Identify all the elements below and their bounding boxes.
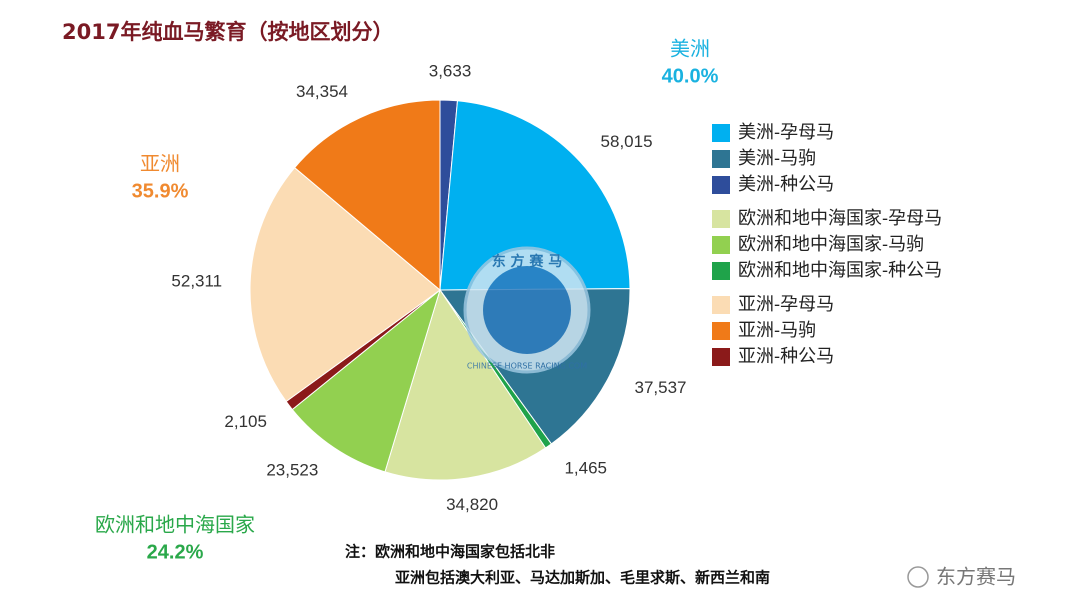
legend-swatch <box>712 176 730 194</box>
legend-label: 欧洲和地中海国家-种公马 <box>738 260 942 281</box>
note: 注：欧洲和地中海国家包括北非 <box>345 543 555 561</box>
note: 亚洲包括澳大利亚、马达加斯加、毛里求斯、新西兰和南 <box>395 569 770 587</box>
region-percent: 35.9% <box>132 180 189 202</box>
legend-label: 亚洲-种公马 <box>738 346 834 367</box>
data-label: 52,311 <box>171 272 222 291</box>
data-label: 2,105 <box>224 412 267 431</box>
data-label: 34,354 <box>296 82 348 101</box>
chart-title: 2017年纯血马繁育（按地区划分） <box>62 20 393 44</box>
pie: 3,633 58,015 37,537 1,465 34,820 23,523 2,105 5… <box>171 62 686 514</box>
legend-label: 美洲-马驹 <box>738 148 816 169</box>
watermark: 东方赛马 <box>907 565 1016 589</box>
logo-top: 东 方 赛 马 <box>492 253 563 270</box>
data-label: 23,523 <box>266 460 318 479</box>
legend-swatch <box>712 210 730 228</box>
pie-slice <box>439 100 631 291</box>
legend-swatch <box>712 124 730 142</box>
legend-swatch <box>712 296 730 314</box>
region-name: 欧洲和地中海国家 <box>95 513 255 537</box>
legend-label: 美洲-种公马 <box>738 174 834 195</box>
data-label: 37,537 <box>635 378 687 397</box>
legend-swatch <box>712 322 730 340</box>
region-percent: 24.2% <box>147 541 204 563</box>
legend-label: 亚洲-孕母马 <box>738 294 834 315</box>
region-name: 美洲 <box>670 37 710 61</box>
logo-bottom: CHINESE HORSE RACING.COM <box>467 362 587 371</box>
data-label: 3,633 <box>429 62 472 81</box>
legend-label: 美洲-孕母马 <box>738 122 834 143</box>
data-label: 1,465 <box>564 458 607 477</box>
pie-slice <box>293 99 441 292</box>
data-label: 34,820 <box>446 495 498 514</box>
legend-swatch <box>712 348 730 366</box>
legend: 美洲-孕母马美洲-马驹美洲-种公马欧洲和地中海国家-孕母马欧洲和地中海国家-马驹… <box>712 122 942 367</box>
legend-label: 欧洲和地中海国家-马驹 <box>738 234 924 255</box>
legend-swatch <box>712 236 730 254</box>
data-label: 58,015 <box>601 132 653 151</box>
watermark-icon <box>907 566 929 588</box>
watermark-text: 东方赛马 <box>936 565 1016 589</box>
legend-swatch <box>712 262 730 280</box>
region-name: 亚洲 <box>140 152 180 176</box>
pie-slice <box>384 288 547 481</box>
region-labels: 美洲 40.0% 欧洲和地中海国家 24.2% 亚洲 35.9% <box>95 37 719 564</box>
legend-label: 亚洲-马驹 <box>738 320 816 341</box>
pie-slice <box>249 166 441 403</box>
pie-slice <box>291 288 441 473</box>
logo: 东 方 赛 马 CHINESE HORSE RACING.COM <box>463 246 591 374</box>
legend-swatch <box>712 150 730 168</box>
logo-core <box>483 266 571 354</box>
legend-label: 欧洲和地中海国家-孕母马 <box>738 208 942 229</box>
region-percent: 40.0% <box>662 65 719 87</box>
